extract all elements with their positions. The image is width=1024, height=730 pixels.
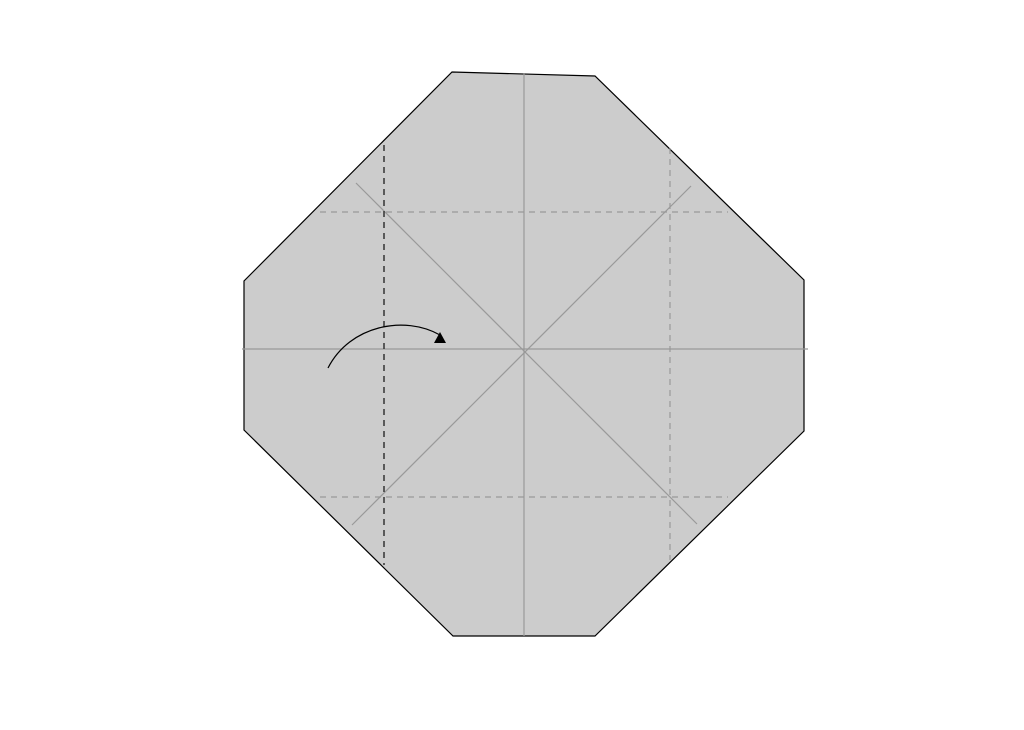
crease-lines xyxy=(242,73,808,636)
dashed-fold-guides xyxy=(320,148,728,560)
crease-diagonal-b xyxy=(351,185,692,526)
curved-arrow-icon xyxy=(327,324,446,369)
crease-diagonal-a xyxy=(355,182,698,525)
